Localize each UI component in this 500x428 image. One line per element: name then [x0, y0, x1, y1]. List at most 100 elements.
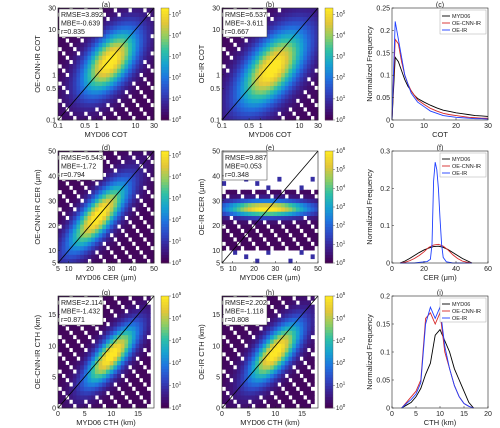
heatmap-cell	[117, 207, 122, 212]
heatmap-cell	[106, 339, 111, 344]
heatmap-cell	[281, 38, 286, 43]
heatmap-cell	[146, 254, 151, 260]
heatmap-cell	[139, 55, 144, 61]
heatmap-cell	[222, 219, 227, 225]
colorbar-segment	[325, 50, 333, 54]
heatmap-cell	[106, 8, 111, 13]
heatmap-cell	[61, 207, 66, 212]
heatmap-cell	[150, 81, 155, 86]
heatmap-cell	[258, 68, 264, 74]
heatmap-cell	[262, 390, 267, 396]
heatmap-cell	[124, 356, 129, 362]
heatmap-cell	[277, 94, 282, 99]
heatmap-cell	[273, 46, 278, 52]
heatmap-cell	[262, 343, 267, 349]
heatmap-cell	[91, 399, 96, 405]
heatmap-cell	[150, 250, 155, 255]
heatmap-cell	[247, 245, 252, 251]
heatmap-cell	[281, 219, 286, 225]
heatmap-cell	[292, 94, 297, 99]
heatmap-cell	[120, 51, 125, 56]
heatmap-cell	[306, 232, 312, 238]
colorbar-segment	[325, 47, 333, 51]
heatmap-cell	[277, 198, 282, 204]
heatmap-cell	[303, 347, 308, 353]
heatmap-cell	[306, 313, 312, 318]
heatmap-cell	[292, 330, 297, 336]
heatmap-cell	[240, 364, 245, 370]
heatmap-cell	[251, 343, 256, 349]
heatmap-cell	[65, 352, 70, 357]
heatmap-cell	[255, 334, 260, 340]
heatmap-cell	[117, 237, 122, 242]
heatmap-cell	[120, 254, 125, 260]
heatmap-cell	[288, 334, 293, 340]
one-to-one-line	[57, 7, 155, 121]
heatmap-cell	[87, 377, 92, 383]
heatmap-cell	[120, 317, 125, 323]
heatmap-cell	[244, 107, 249, 112]
colorbar-segment	[161, 235, 169, 239]
heatmap-cell	[87, 237, 92, 242]
heatmap-cell	[288, 55, 293, 61]
heatmap-cell	[87, 89, 92, 95]
heatmap-cell	[262, 46, 267, 52]
heatmap-cell	[98, 377, 103, 383]
heatmap-cell	[94, 237, 100, 242]
heatmap-cell	[310, 16, 315, 22]
heatmap-cell	[128, 189, 133, 195]
heatmap-cell	[299, 185, 304, 191]
heatmap-cell	[303, 81, 308, 86]
y-tick-label: 15	[48, 312, 56, 319]
heatmap-cell	[91, 181, 96, 186]
heatmap-cell	[284, 81, 289, 86]
heatmap-cell	[94, 232, 100, 238]
heatmap-cell	[69, 38, 74, 43]
heatmap-cell	[306, 211, 312, 217]
heatmap-cell	[117, 399, 122, 405]
heatmap-cell	[139, 334, 144, 340]
heatmap-cell	[102, 343, 107, 349]
colorbar-segment	[325, 24, 333, 28]
y-axis-label: OE-IR COT	[197, 44, 206, 83]
heatmap-cell	[142, 102, 148, 108]
heatmap-cell	[106, 12, 111, 18]
colorbar-segment	[161, 24, 169, 28]
heatmap-cell	[229, 228, 234, 234]
colorbar-segment	[325, 212, 333, 216]
heatmap-cell	[284, 403, 289, 409]
heatmap-cell	[233, 343, 238, 349]
heatmap-cell	[303, 46, 308, 52]
heatmap-cell	[295, 399, 300, 405]
heatmap-cell	[61, 76, 66, 82]
heatmap-cell	[109, 386, 114, 392]
heatmap-cell	[72, 377, 77, 383]
heatmap-cell	[146, 245, 151, 251]
heatmap-cell	[299, 352, 304, 357]
heatmap-cell	[124, 403, 129, 409]
heatmap-cell	[247, 51, 252, 56]
heatmap-cell	[69, 51, 74, 56]
heatmap-cell	[124, 245, 129, 251]
heatmap-cell	[273, 115, 278, 121]
heatmap-cell	[284, 111, 289, 117]
heatmap-cell	[255, 51, 260, 56]
heatmap-cell	[303, 42, 308, 48]
heatmap-cell	[255, 330, 260, 336]
heatmap-cell	[292, 29, 297, 35]
heatmap-cell	[251, 42, 256, 48]
heatmap-cells	[222, 176, 319, 264]
colorbar-segment	[161, 176, 169, 180]
heatmap-cell	[247, 198, 252, 204]
heatmap-cell	[299, 360, 304, 366]
heatmap-cell	[273, 224, 278, 229]
heatmap-cell	[80, 51, 85, 56]
heatmap-cell	[117, 176, 122, 182]
heatmap-cell	[251, 390, 256, 396]
heatmap-cell	[292, 207, 297, 212]
heatmap-cell	[131, 85, 136, 91]
heatmap-cell	[303, 76, 308, 82]
heatmap-cell	[258, 403, 264, 409]
heatmap-cell	[65, 59, 70, 65]
